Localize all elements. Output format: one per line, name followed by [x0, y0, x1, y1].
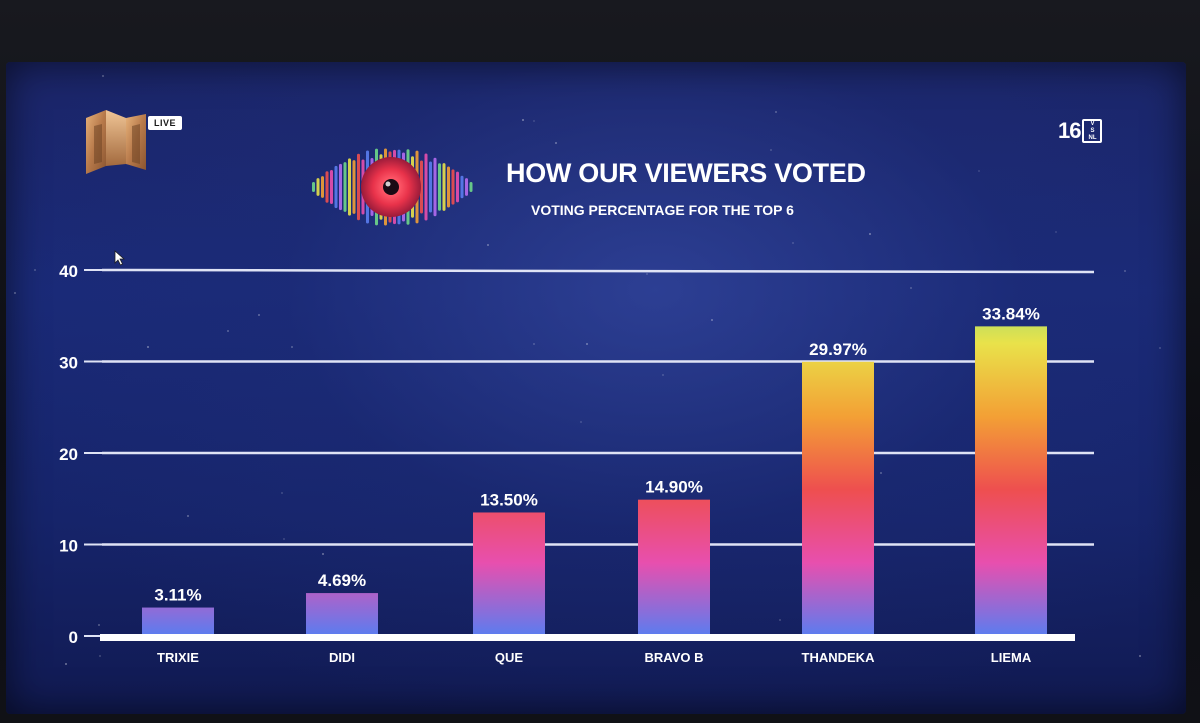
x-axis-baseline — [100, 634, 1075, 641]
data-label: 3.11% — [154, 586, 201, 605]
y-tick-label: 40 — [59, 262, 78, 281]
x-tick-label: QUE — [495, 650, 524, 665]
bar-trixie — [142, 607, 214, 636]
chart-subtitle: VOTING PERCENTAGE FOR THE TOP 6 — [531, 202, 794, 218]
x-tick-label: TRIXIE — [157, 650, 199, 665]
advisory-line-3: NL — [1088, 134, 1097, 141]
y-tick-label: 10 — [59, 537, 78, 556]
y-tick-label: 0 — [69, 628, 78, 647]
advisory-line-2: S — [1090, 127, 1095, 134]
cursor-icon — [114, 250, 126, 266]
bar-liema — [975, 326, 1047, 636]
x-tick-label: DIDI — [329, 650, 355, 665]
x-tick-label: LIEMA — [991, 650, 1032, 665]
age-rating-badge: 16 V S NL — [1058, 118, 1103, 144]
tv-screen: LIVE 16 V S NL HOW OUR VIEWERS VOTED VOT… — [6, 62, 1186, 714]
data-label: 29.97% — [809, 340, 867, 359]
bar-que — [473, 512, 545, 636]
eye-logo-icon — [312, 148, 473, 226]
content-advisory-box: V S NL — [1082, 119, 1103, 143]
bar-bravo-b — [638, 499, 710, 636]
chart-title: HOW OUR VIEWERS VOTED — [506, 158, 866, 188]
age-rating-number: 16 — [1058, 118, 1082, 143]
x-tick-label: BRAVO B — [645, 650, 704, 665]
x-tick-label: THANDEKA — [802, 650, 876, 665]
bar-didi — [306, 593, 378, 636]
gridline-40 — [101, 268, 1095, 274]
data-label: 14.90% — [645, 478, 703, 497]
bar-chart: 0 10 20 30 40 3.11% TRIXIE 4.69% DIDI 13.50% QUE 14… — [59, 262, 1095, 665]
live-badge: LIVE — [148, 116, 183, 130]
bar-thandeka — [802, 361, 874, 636]
y-tick-label: 30 — [59, 354, 78, 373]
data-label: 13.50% — [480, 490, 538, 509]
data-label: 4.69% — [318, 571, 366, 590]
y-tick-label: 20 — [59, 445, 78, 464]
m-net-logo-icon — [86, 110, 146, 174]
advisory-line-1: V — [1090, 120, 1095, 127]
data-label: 33.84% — [982, 304, 1040, 323]
